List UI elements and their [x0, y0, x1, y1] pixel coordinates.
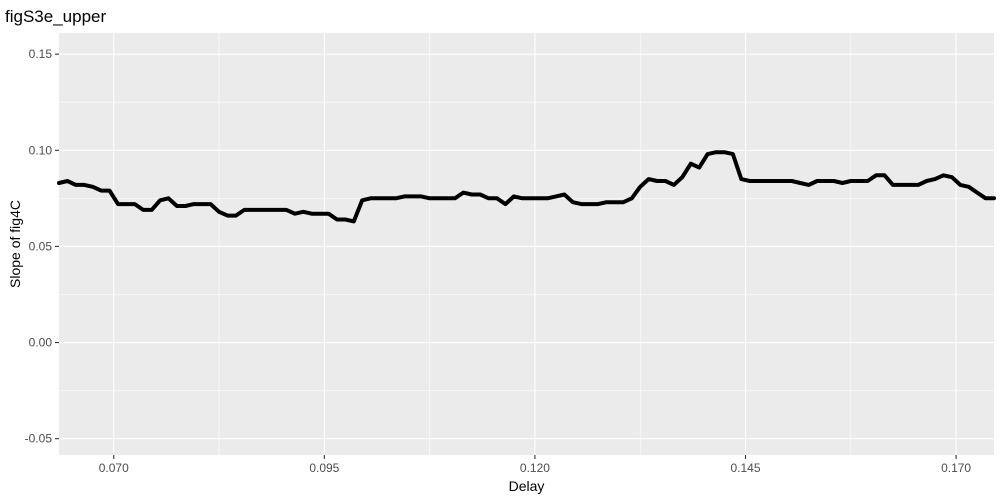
y-tick-label: -0.05: [25, 432, 53, 446]
x-tick-label: 0.145: [730, 461, 760, 475]
chart-title: figS3e_upper: [5, 7, 106, 26]
y-tick-label: 0.05: [29, 239, 53, 253]
y-tick-label: 0.10: [29, 143, 53, 157]
y-tick-label: 0.15: [29, 47, 53, 61]
x-axis: 0.070 0.095 0.120 0.145 0.170: [99, 455, 971, 475]
x-tick-label: 0.120: [520, 461, 550, 475]
x-tick-label: 0.170: [941, 461, 971, 475]
x-tick-label: 0.070: [99, 461, 129, 475]
y-axis: -0.05 0.00 0.05 0.10 0.15: [25, 47, 59, 446]
y-tick-label: 0.00: [29, 336, 53, 350]
x-tick-label: 0.095: [309, 461, 339, 475]
y-axis-title: Slope of fig4C: [7, 200, 23, 288]
series-line: [57, 150, 996, 224]
plot-panel: [59, 33, 994, 455]
major-gridlines: [59, 33, 994, 455]
series-layer: [57, 150, 996, 224]
x-axis-title: Delay: [509, 478, 545, 494]
